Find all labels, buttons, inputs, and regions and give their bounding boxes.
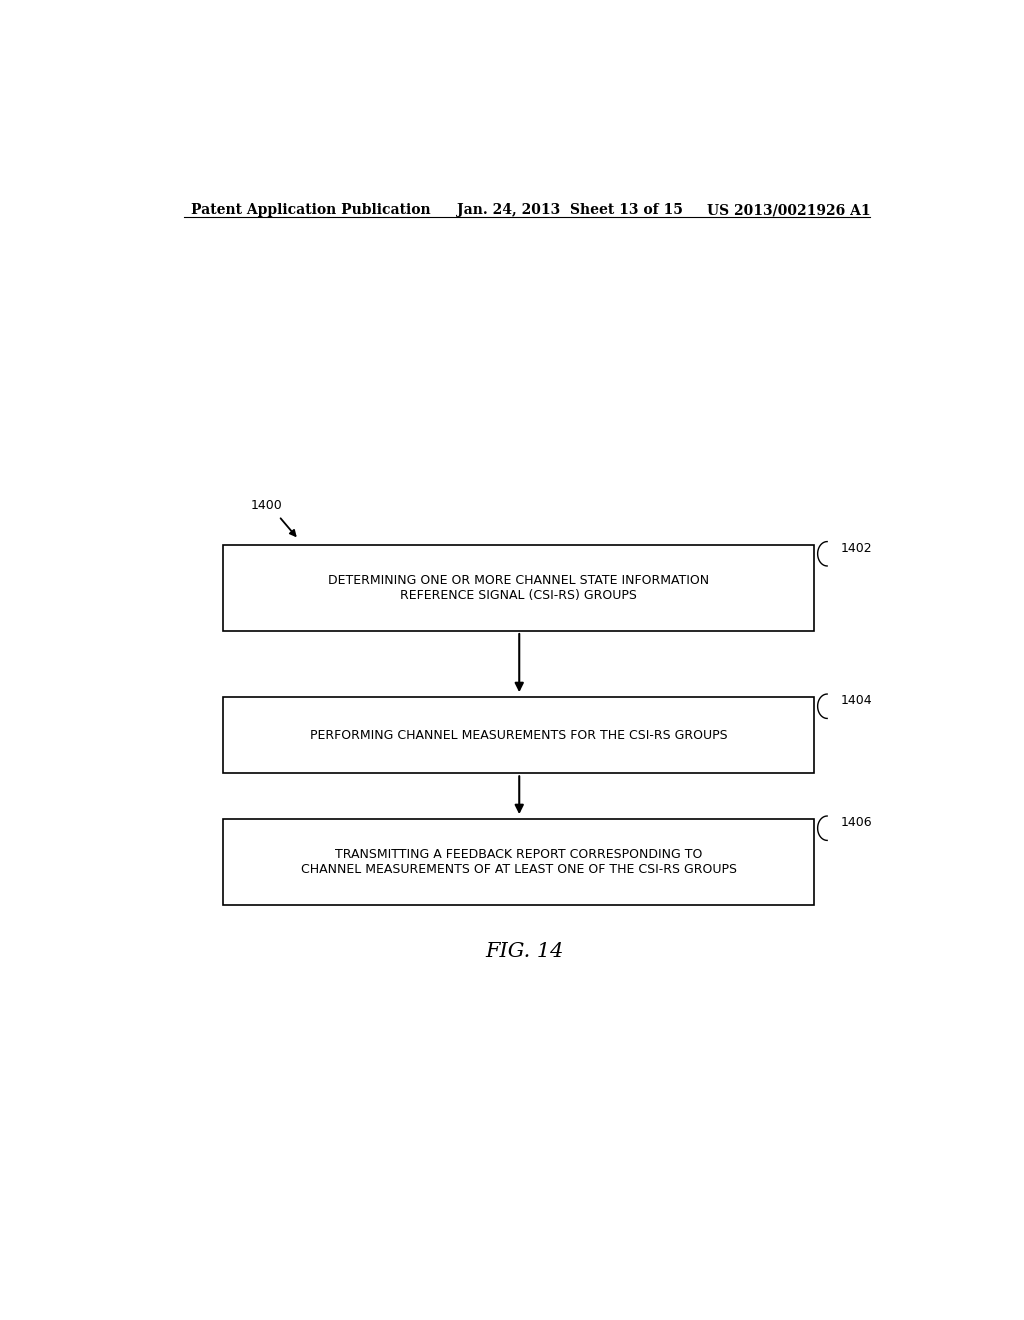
Text: US 2013/0021926 A1: US 2013/0021926 A1 [708, 203, 871, 216]
Text: PERFORMING CHANNEL MEASUREMENTS FOR THE CSI-RS GROUPS: PERFORMING CHANNEL MEASUREMENTS FOR THE … [310, 729, 728, 742]
Text: 1400: 1400 [251, 499, 283, 512]
Text: 1406: 1406 [841, 816, 872, 829]
Bar [223, 697, 814, 774]
Text: FIG. 14: FIG. 14 [485, 941, 564, 961]
Text: 1402: 1402 [841, 541, 872, 554]
Bar [223, 818, 814, 906]
Text: Jan. 24, 2013  Sheet 13 of 15: Jan. 24, 2013 Sheet 13 of 15 [458, 203, 683, 216]
Text: Patent Application Publication: Patent Application Publication [191, 203, 431, 216]
Text: DETERMINING ONE OR MORE CHANNEL STATE INFORMATION
REFERENCE SIGNAL (CSI-RS) GROU: DETERMINING ONE OR MORE CHANNEL STATE IN… [329, 574, 710, 602]
Text: 1404: 1404 [841, 694, 872, 708]
Bar [223, 545, 814, 631]
Text: TRANSMITTING A FEEDBACK REPORT CORRESPONDING TO
CHANNEL MEASUREMENTS OF AT LEAST: TRANSMITTING A FEEDBACK REPORT CORRESPON… [301, 849, 737, 876]
